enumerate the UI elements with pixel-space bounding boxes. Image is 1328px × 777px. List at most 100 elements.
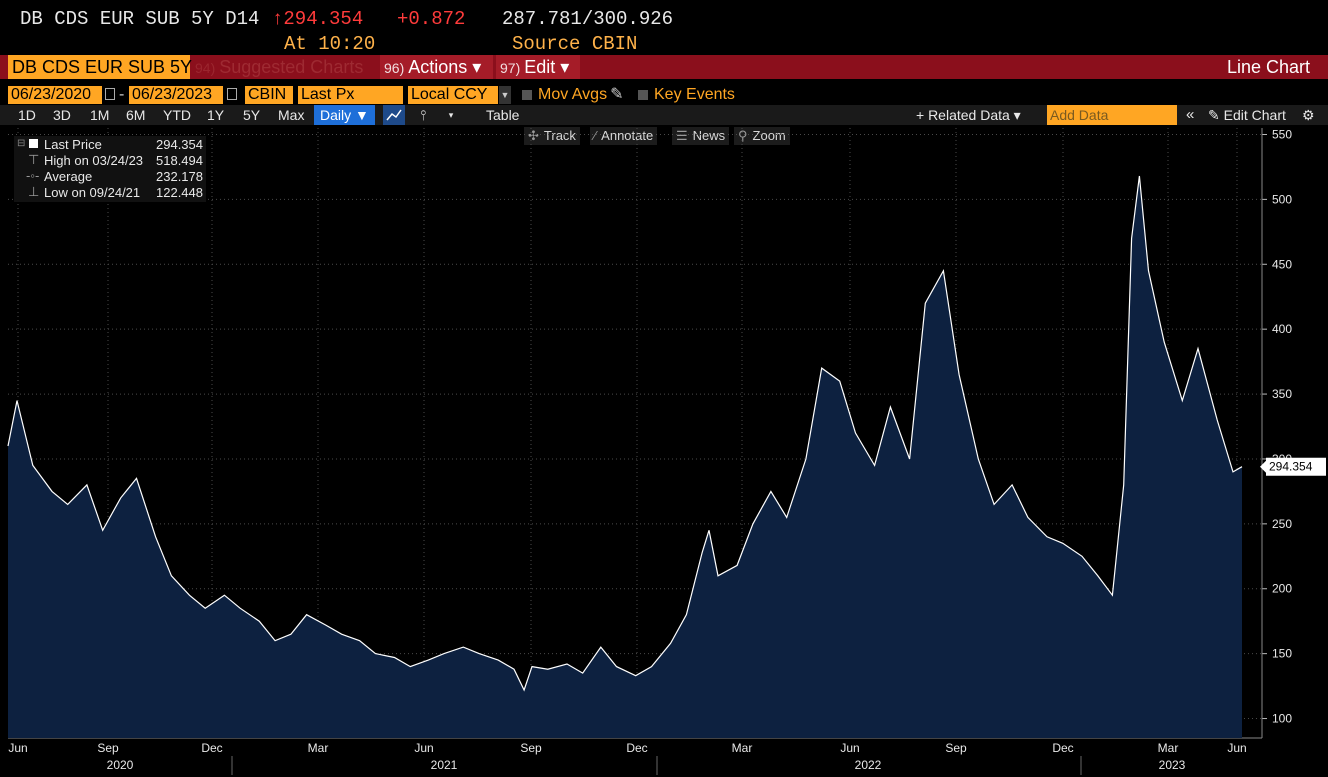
chart-legend: ⊟ Last Price 294.354 ⊤ High on 03/24/23 … (14, 136, 206, 202)
legend-label: Last Price (44, 137, 102, 152)
legend-label: Average (44, 169, 93, 184)
x-tick-label: Dec (626, 741, 647, 755)
checkbox-icon[interactable] (638, 89, 648, 100)
y-tick-label: 400 (1272, 322, 1292, 336)
zoom-label: Zoom (752, 128, 786, 143)
x-tick-label: Sep (945, 741, 967, 755)
frequency-dropdown[interactable]: Daily ▼ (314, 105, 375, 125)
y-tick-label: 550 (1272, 127, 1292, 141)
annotate-label: Annotate (601, 128, 654, 143)
x-tick-label: Dec (201, 741, 222, 755)
period-max[interactable]: Max (278, 107, 305, 123)
x-tick-label: Sep (520, 741, 542, 755)
date-dash: - (119, 86, 125, 103)
suggested-number: 94) (195, 60, 216, 76)
zoom-icon: ⚲ (738, 128, 748, 143)
news-icon: ☰ (676, 128, 688, 143)
edit-menu[interactable]: 97) Edit ▾ (496, 55, 580, 79)
edit-label: Edit ▾ (524, 57, 570, 77)
last-value-pointer (1260, 460, 1266, 473)
legend-value: 232.178 (156, 169, 203, 184)
y-tick-label: 200 (1272, 582, 1292, 596)
x-tick-label: Sep (97, 741, 119, 755)
x-tick-label: Mar (1158, 741, 1179, 755)
add-data-input[interactable]: Add Data (1047, 105, 1177, 125)
key-events-label: Key Events (654, 86, 735, 103)
settings-gear-icon[interactable]: ⚙ (1302, 107, 1315, 123)
y-tick-label: 100 (1272, 712, 1292, 726)
year-label: 2021 (431, 758, 458, 772)
price-change: +0.872 (397, 8, 466, 30)
actions-label: Actions ▾ (408, 57, 482, 77)
period-5y[interactable]: 5Y (243, 107, 261, 123)
y-tick-label: 450 (1272, 257, 1292, 271)
checkbox-icon[interactable] (522, 89, 532, 100)
actions-number: 96) (384, 60, 405, 76)
year-label: 2020 (107, 758, 134, 772)
currency-dropdown-icon[interactable]: ▼ (499, 86, 511, 104)
legend-label: High on 03/24/23 (44, 153, 144, 168)
x-tick-label: Dec (1052, 741, 1073, 755)
track-label: Track (543, 128, 576, 143)
end-date-field[interactable]: 06/23/2023 (129, 86, 223, 104)
actions-menu[interactable]: 96) Actions ▾ (380, 55, 493, 79)
x-tick-label: Mar (308, 741, 329, 755)
period-ytd[interactable]: YTD (163, 107, 191, 123)
period-3d[interactable]: 3D (53, 107, 71, 123)
zoom-tool[interactable]: ⚲ Zoom (734, 127, 790, 145)
y-tick-label: 150 (1272, 647, 1292, 661)
period-1y[interactable]: 1Y (207, 107, 225, 123)
price-area (8, 176, 1242, 738)
suggested-charts-menu[interactable]: 94) Suggested Charts (195, 55, 363, 79)
price-line (7, 175, 1243, 692)
x-tick-label: Jun (8, 741, 27, 755)
period-1m[interactable]: 1M (90, 107, 110, 123)
chart-type-label[interactable]: Line Chart (1226, 57, 1310, 77)
security-title: DB CDS EUR SUB 5Y D14 (20, 8, 260, 30)
last-price-swatch (29, 139, 38, 148)
last-value-label: 294.354 (1269, 460, 1313, 474)
collapse-legend-icon[interactable]: ⊟ (17, 138, 26, 149)
news-tool[interactable]: ☰ News (672, 127, 730, 145)
legend-value: 294.354 (156, 137, 203, 152)
bar-chart-icon[interactable]: ⫯ (419, 107, 427, 123)
period-1d[interactable]: 1D (18, 107, 36, 123)
quote-time: At 10:20 (284, 33, 376, 55)
annotate-icon: ⁄ (594, 128, 597, 143)
low-marker-icon: ⊥ (28, 184, 40, 199)
x-tick-label: Jun (414, 741, 433, 755)
legend-value: 122.448 (156, 185, 203, 200)
y-tick-label: 350 (1272, 387, 1292, 401)
source-field[interactable]: CBIN (245, 86, 293, 104)
menu-bar: DB CDS EUR SUB 5Y 94) Suggested Charts 96… (0, 55, 1328, 79)
legend-value: 518.494 (156, 153, 203, 168)
y-tick-label: 250 (1272, 517, 1292, 531)
calendar-icon[interactable] (105, 88, 115, 100)
x-tick-label: Jun (1227, 741, 1246, 755)
related-data-button[interactable]: + Related Data ▾ (916, 107, 1021, 123)
news-label: News (692, 128, 726, 143)
last-value-tag (1266, 457, 1326, 476)
annotate-tool[interactable]: ⁄ Annotate (590, 127, 658, 145)
key-events-toggle[interactable]: Key Events (638, 86, 735, 104)
y-tick-label: 500 (1272, 192, 1292, 206)
x-tick-label: Mar (732, 741, 753, 755)
edit-chart-button[interactable]: ✎ Edit Chart (1208, 107, 1286, 123)
bid-ask-range: 287.781/300.926 (502, 8, 674, 30)
field-selector[interactable]: Last Px (298, 86, 403, 104)
mov-avgs-label: Mov Avgs (538, 86, 608, 103)
currency-selector[interactable]: Local CCY (408, 86, 498, 104)
line-chart-icon[interactable] (383, 105, 405, 125)
pencil-icon[interactable]: ✎ (610, 86, 624, 103)
period-6m[interactable]: 6M (126, 107, 146, 123)
calendar-icon[interactable] (227, 88, 237, 100)
start-date-field[interactable]: 06/23/2020 (8, 86, 102, 104)
table-button[interactable]: Table (486, 107, 520, 123)
mov-avgs-toggle[interactable]: Mov Avgs ✎ (522, 86, 623, 104)
track-tool[interactable]: ✣ Track (524, 127, 580, 145)
high-marker-icon: ⊤ (28, 152, 40, 167)
collapse-icon[interactable]: « (1186, 106, 1195, 123)
security-field[interactable]: DB CDS EUR SUB 5Y (8, 55, 192, 79)
chart-style-dropdown-icon[interactable]: ▾ (448, 110, 454, 120)
